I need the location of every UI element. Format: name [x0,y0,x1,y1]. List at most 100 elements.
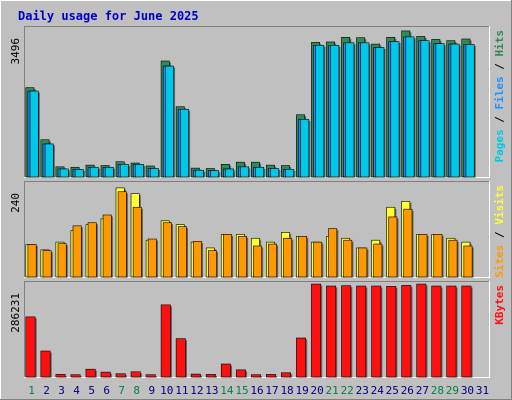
x-tick-label-28: 28 [431,384,444,397]
bar-sites-day-12 [192,241,202,278]
bar-kbytes-day-29 [446,285,457,378]
bar-kbytes-day-9 [145,374,156,378]
bar-sites-day-19 [298,236,308,278]
bar-pages-day-18 [285,169,295,178]
bar-pages-day-4 [74,169,84,178]
bar-kbytes-day-23 [356,285,367,378]
bar-sites-day-16 [253,245,262,278]
legend-entry: Pages [493,129,506,162]
y-max-label: 286231 [9,293,22,333]
bar-sites-day-2 [42,250,52,278]
x-tick-label-11: 11 [175,384,188,397]
bar-pages-day-13 [210,170,219,178]
bar-sites-day-10 [162,222,172,278]
bar-kbytes-day-10 [160,304,171,378]
bar-sites-day-7 [117,191,127,278]
x-axis-labels: 1 2 3 4 5 6 7 8 9 10 11 12 13 14 15 16 17 18 19 20 21 22 23 24 2… [28,384,489,397]
bar-sites-day-17 [268,243,277,278]
bar-pages-day-6 [104,166,114,178]
x-tick-label-2: 2 [43,384,50,397]
bar-kbytes-day-12 [190,373,201,378]
x-tick-label-18: 18 [280,384,293,397]
x-tick-label-26: 26 [401,384,414,397]
x-tick-label-30: 30 [461,384,474,397]
bar-kbytes-day-5 [85,368,96,378]
bar-pages-day-24 [375,47,385,178]
x-tick-label-3: 3 [58,384,65,397]
bar-sites-day-29 [448,239,458,278]
legend-entry: / [493,57,506,77]
legend-entry: Visits [493,185,506,225]
bar-pages-day-11 [180,108,189,178]
bar-kbytes-day-18 [281,372,291,378]
bar-sites-day-25 [388,216,398,278]
bar-sites-day-14 [223,234,232,278]
bar-pages-day-2 [44,143,54,178]
x-tick-label-21: 21 [326,384,339,397]
panel-visits_sites: 240 Sites / Visits [9,181,506,278]
bar-kbytes-day-21 [326,285,337,378]
bar-kbytes-day-25 [386,286,397,378]
bar-sites-day-24 [373,243,383,278]
y-max-label: 240 [9,193,22,213]
bar-sites-day-4 [72,225,82,278]
bar-pages-day-30 [465,44,475,178]
x-tick-label-4: 4 [73,384,80,397]
bar-sites-day-5 [87,222,97,278]
bar-kbytes-day-3 [55,374,66,378]
bar-sites-day-30 [463,245,473,278]
bar-kbytes-day-1 [25,316,36,378]
x-tick-label-27: 27 [416,384,429,397]
bar-pages-day-10 [165,65,174,178]
bar-kbytes-day-6 [100,371,111,378]
bar-sites-day-6 [102,214,112,278]
bar-sites-day-21 [328,228,338,278]
bar-kbytes-day-22 [341,285,352,378]
bars-hits_files_pages [25,30,476,178]
x-tick-label-7: 7 [118,384,125,397]
panel-legend: Sites / Visits [493,185,506,278]
y-max-label: 3496 [9,38,22,65]
bar-sites-day-18 [283,237,293,278]
bar-sites-day-22 [343,239,353,278]
bars-visits_sites [25,187,474,278]
x-tick-label-13: 13 [205,384,218,397]
x-tick-label-12: 12 [190,384,203,397]
bar-sites-day-1 [27,244,37,278]
bar-sites-day-20 [313,241,323,278]
bar-kbytes-day-30 [461,285,472,378]
x-tick-label-5: 5 [88,384,95,397]
chart-title: Daily usage for June 2025 [18,9,199,23]
x-tick-label-25: 25 [386,384,399,397]
bar-kbytes-day-2 [40,350,51,378]
x-tick-label-8: 8 [133,384,140,397]
bar-pages-day-7 [119,163,129,178]
bar-kbytes-day-26 [401,285,412,378]
legend-entry: / [493,110,506,130]
bars-kbytes [25,283,473,378]
bar-pages-day-17 [270,168,280,178]
x-tick-label-1: 1 [28,384,35,397]
bar-pages-day-21 [330,45,340,178]
legend-entry: / [493,225,506,245]
panel-legend: KBytes [493,285,506,325]
bar-kbytes-day-11 [175,338,186,378]
bar-sites-day-15 [238,236,247,278]
x-tick-label-16: 16 [250,384,263,397]
panel-hits_files_pages: 3496 Pages / Files / Hits [9,26,506,178]
bar-kbytes-day-8 [130,371,141,378]
bar-pages-day-5 [89,166,99,178]
x-tick-label-29: 29 [446,384,459,397]
panel-legend: Pages / Files / Hits [493,30,506,163]
bar-sites-day-9 [147,238,157,278]
bar-pages-day-22 [345,42,355,178]
bar-kbytes-day-15 [235,369,246,378]
bar-pages-day-12 [195,169,204,178]
bar-pages-day-8 [134,163,144,178]
bar-sites-day-3 [57,243,67,278]
x-tick-label-6: 6 [103,384,110,397]
bar-pages-day-25 [390,41,400,178]
bar-pages-day-1 [29,90,39,178]
legend-entry: Files [493,76,506,109]
